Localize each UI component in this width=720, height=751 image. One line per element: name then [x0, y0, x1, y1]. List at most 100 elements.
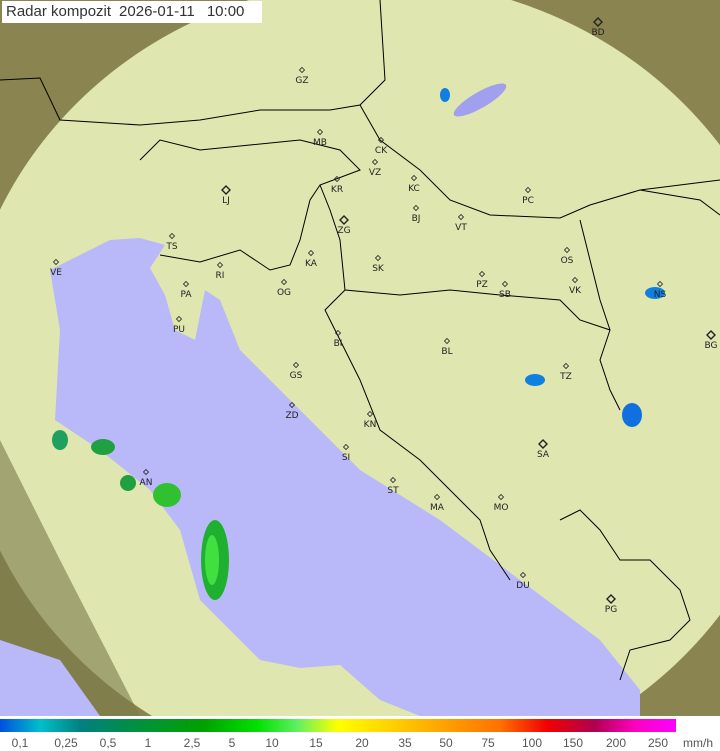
city-marker-icon [52, 258, 60, 266]
city-marker-icon [221, 185, 231, 195]
city-label: SI [342, 453, 350, 463]
city-ve: VE [50, 258, 62, 278]
city-ma: MA [430, 493, 445, 513]
city-pc: PC [522, 186, 534, 206]
city-pz: PZ [476, 270, 488, 290]
city-label: BJ [412, 214, 421, 224]
map-title: Radar kompozit 2026-01-11 10:00 [2, 1, 263, 23]
city-marker-icon [175, 315, 183, 323]
country-borders [0, 0, 720, 681]
city-label: VK [569, 286, 582, 296]
city-st: ST [387, 476, 399, 496]
city-pa: PA [180, 280, 192, 300]
city-tz: TZ [559, 362, 572, 382]
city-label: VE [50, 268, 62, 278]
radar-coverage-area [0, 0, 720, 716]
terrain-italy [0, 440, 140, 716]
city-vz: VZ [369, 158, 381, 178]
city-kn: KN [364, 410, 376, 430]
city-label: PZ [476, 280, 488, 290]
radar-echoes [52, 83, 665, 600]
city-bd: BD [591, 17, 605, 38]
city-marker-icon [606, 594, 616, 604]
city-label: SB [499, 290, 511, 300]
city-marker-icon [288, 401, 296, 409]
city-label: DU [516, 581, 530, 591]
city-label: VT [455, 223, 467, 233]
city-label: TS [165, 242, 177, 252]
city-marker-icon [497, 493, 505, 501]
city-du: DU [516, 571, 530, 591]
city-bl: BL [441, 337, 453, 357]
legend-label: 15 [309, 736, 323, 750]
city-label: NS [654, 290, 667, 300]
city-label: PG [605, 605, 617, 615]
city-label: SK [372, 264, 385, 274]
city-marker-icon [371, 158, 379, 166]
city-marker-icon [457, 213, 465, 221]
city-bg: BG [705, 330, 718, 351]
city-sk: SK [372, 254, 385, 274]
city-label: ZD [285, 411, 298, 421]
city-label: BI [334, 339, 343, 349]
city-label: BG [705, 341, 718, 351]
city-marker-icon [339, 215, 349, 225]
city-mo: MO [494, 493, 508, 513]
city-label: MB [313, 138, 327, 148]
city-og: OG [277, 278, 291, 298]
city-ri: RI [216, 261, 224, 281]
legend-label: 100 [521, 736, 543, 750]
title-text: Radar kompozit [6, 3, 112, 20]
legend-label: 20 [355, 736, 369, 750]
city-pg: PG [605, 594, 617, 615]
tyrrhenian-sea [0, 640, 100, 716]
city-marker-icon [216, 261, 224, 269]
city-gs: GS [290, 361, 303, 381]
city-vt: VT [455, 213, 467, 233]
city-gz: GZ [295, 66, 309, 86]
legend-label: 50 [439, 736, 453, 750]
city-label: KR [331, 185, 343, 195]
city-label: ST [387, 486, 399, 496]
city-os: OS [561, 246, 574, 266]
city-marker-icon [501, 280, 509, 288]
city-marker-icon [571, 276, 579, 284]
city-sb: SB [499, 280, 511, 300]
city-lj: LJ [221, 185, 231, 206]
precipitation-color-scale [0, 719, 676, 732]
city-zd: ZD [285, 401, 299, 421]
title-time: 10:00 [206, 3, 245, 20]
city-marker-icon [524, 186, 532, 194]
city-label: KC [408, 184, 420, 194]
city-label: BL [441, 347, 452, 357]
city-si: SI [342, 443, 350, 463]
city-marker-icon [280, 278, 288, 286]
city-marker-icon [316, 128, 324, 136]
city-marker-icon [562, 362, 570, 370]
city-marker-icon [307, 249, 315, 257]
city-marker-icon [593, 17, 603, 27]
city-label: TZ [559, 372, 572, 382]
city-marker-icon [410, 174, 418, 182]
city-label: MA [430, 503, 445, 513]
city-marker-icon [342, 443, 350, 451]
legend-label: 0,25 [54, 736, 78, 750]
city-label: GS [290, 371, 303, 381]
city-marker-icon [389, 476, 397, 484]
city-zg: ZG [337, 215, 351, 236]
city-marker-icon [519, 571, 527, 579]
legend-labels: 0,1 0,25 0,5 1 2,5 5 10 15 20 35 50 75 100 150 200 250 m… [0, 736, 720, 751]
city-marker-icon [333, 175, 341, 183]
city-kr: KR [331, 175, 343, 195]
legend-label: 2,5 [183, 736, 201, 750]
city-marker-icon [563, 246, 571, 254]
city-label: KA [305, 259, 318, 269]
city-marker-icon [656, 280, 664, 288]
city-marker-icon [142, 468, 150, 476]
city-label: OG [277, 288, 291, 298]
city-marker-icon [168, 232, 176, 240]
city-label: SA [537, 450, 550, 460]
title-date: 2026-01-11 [119, 3, 195, 20]
city-label: GZ [295, 76, 308, 86]
